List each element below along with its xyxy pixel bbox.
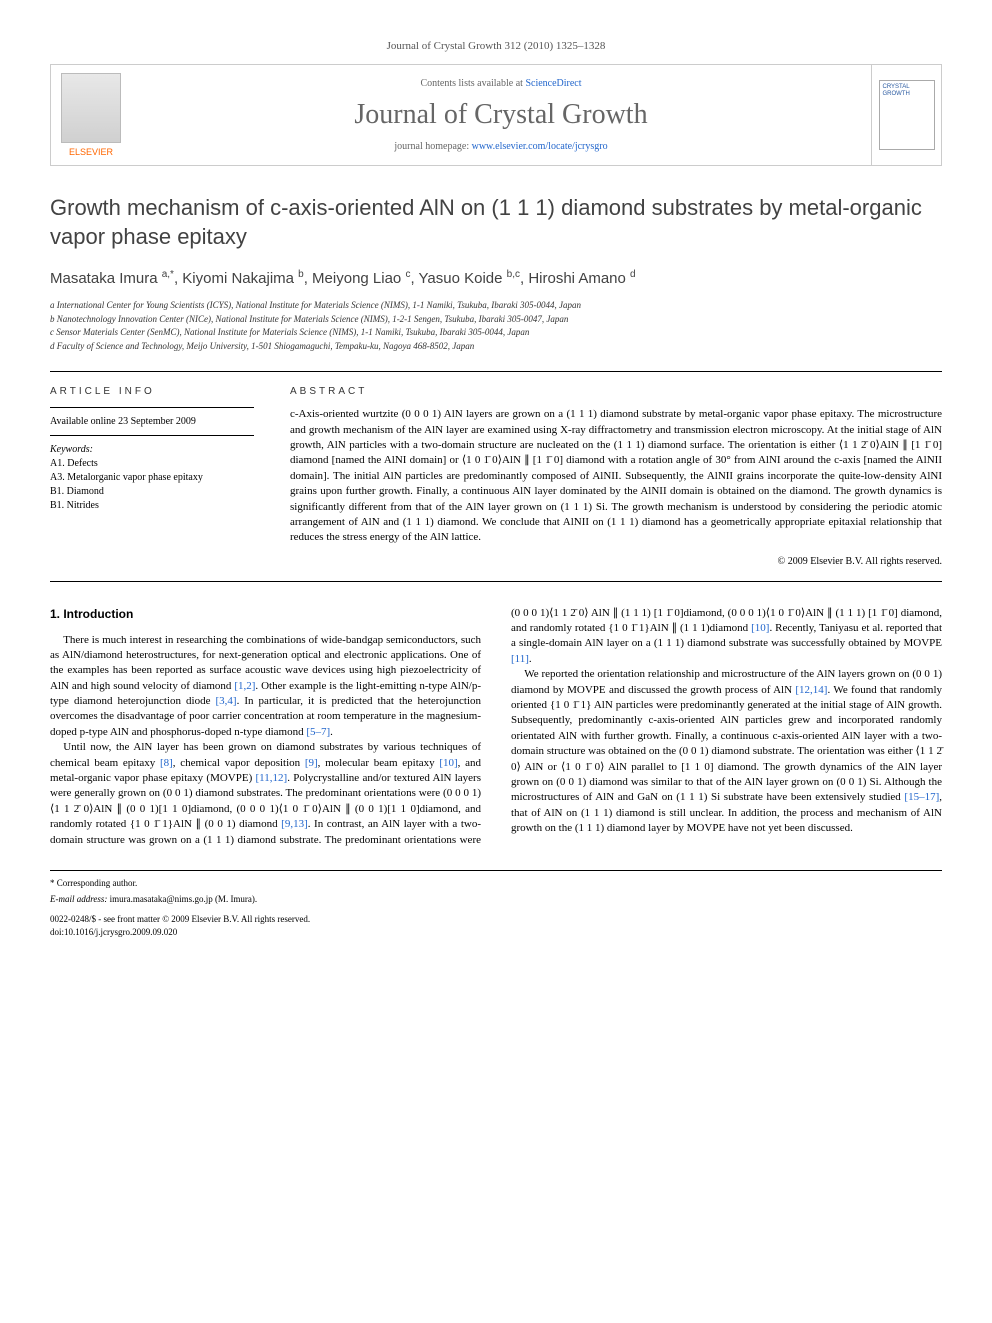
contents-line: Contents lists available at ScienceDirec… [151,78,851,89]
elsevier-tree-icon [61,73,121,143]
article-title: Growth mechanism of c-axis-oriented AlN … [50,194,942,251]
homepage-prefix: journal homepage: [394,141,471,152]
footer-left: 0022-0248/$ - see front matter © 2009 El… [50,913,310,938]
elsevier-logo-block: ELSEVIER [51,65,131,165]
keyword-item: A1. Defects [50,457,254,471]
journal-name: Journal of Crystal Growth [151,99,851,131]
affiliation-line: d Faculty of Science and Technology, Mei… [50,340,942,354]
abstract: ABSTRACT c-Axis-oriented wurtzite (0 0 0… [270,372,942,581]
info-abstract-row: ARTICLE INFO Available online 23 Septemb… [50,371,942,582]
footer-bottom: 0022-0248/$ - see front matter © 2009 El… [50,913,942,938]
abstract-heading: ABSTRACT [290,386,942,397]
header-center: Contents lists available at ScienceDirec… [131,65,871,165]
citation-ref[interactable]: [15–17] [904,791,939,803]
affiliation-line: a International Center for Young Scienti… [50,299,942,313]
keyword-item: A3. Metalorganic vapor phase epitaxy [50,471,254,485]
intro-paragraph: There is much interest in researching th… [50,633,481,741]
abstract-copyright: © 2009 Elsevier B.V. All rights reserved… [290,556,942,567]
keywords-list: A1. DefectsA3. Metalorganic vapor phase … [50,457,254,513]
cover-thumb-icon: CRYSTAL GROWTH [879,80,935,150]
footer: * Corresponding author. E-mail address: … [50,870,942,938]
contents-prefix: Contents lists available at [420,78,525,89]
authors: Masataka Imura a,*, Kiyomi Nakajima b, M… [50,269,942,287]
keywords-label: Keywords: [50,444,254,455]
citation-ref[interactable]: [9] [305,757,318,769]
citation-ref[interactable]: [9,13] [281,818,308,830]
issn-line: 0022-0248/$ - see front matter © 2009 El… [50,913,310,926]
top-citation: Journal of Crystal Growth 312 (2010) 132… [50,40,942,52]
article-info: ARTICLE INFO Available online 23 Septemb… [50,372,270,581]
citation-ref[interactable]: [1,2] [234,680,255,692]
body-two-column: 1. Introduction There is much interest i… [50,606,942,848]
keyword-item: B1. Nitrides [50,499,254,513]
citation-ref[interactable]: [10] [751,622,769,634]
citation-ref[interactable]: [11] [511,653,529,665]
sciencedirect-link[interactable]: ScienceDirect [525,78,581,89]
divider [50,407,254,408]
page-root: Journal of Crystal Growth 312 (2010) 132… [0,0,992,978]
elsevier-label: ELSEVIER [69,147,113,157]
available-online: Available online 23 September 2009 [50,416,254,427]
divider [50,435,254,436]
citation-ref[interactable]: [8] [160,757,173,769]
citation-ref[interactable]: [10] [439,757,457,769]
affiliation-line: c Sensor Materials Center (SenMC), Natio… [50,326,942,340]
email-label: E-mail address: [50,894,107,904]
corresponding-author-label: * Corresponding author. [50,877,942,890]
doi-line: doi:10.1016/j.jcrysgro.2009.09.020 [50,926,310,939]
intro-paragraph: We reported the orientation relationship… [511,667,942,836]
abstract-text: c-Axis-oriented wurtzite (0 0 0 1) AlN l… [290,407,942,546]
article-info-heading: ARTICLE INFO [50,386,254,397]
header-box: ELSEVIER Contents lists available at Sci… [50,64,942,166]
affiliations: a International Center for Young Scienti… [50,299,942,353]
citation-ref[interactable]: [5–7] [306,726,330,738]
email-address: imura.masataka@nims.go.jp (M. Imura). [110,894,258,904]
homepage-line: journal homepage: www.elsevier.com/locat… [151,141,851,152]
affiliation-line: b Nanotechnology Innovation Center (NICe… [50,313,942,327]
section-heading-intro: 1. Introduction [50,606,481,623]
journal-cover: CRYSTAL GROWTH [871,65,941,165]
homepage-link[interactable]: www.elsevier.com/locate/jcrysgro [472,141,608,152]
citation-ref[interactable]: [3,4] [216,695,237,707]
keyword-item: B1. Diamond [50,485,254,499]
citation-ref[interactable]: [11,12] [256,772,288,784]
email-line: E-mail address: imura.masataka@nims.go.j… [50,893,942,906]
citation-ref[interactable]: [12,14] [795,684,827,696]
